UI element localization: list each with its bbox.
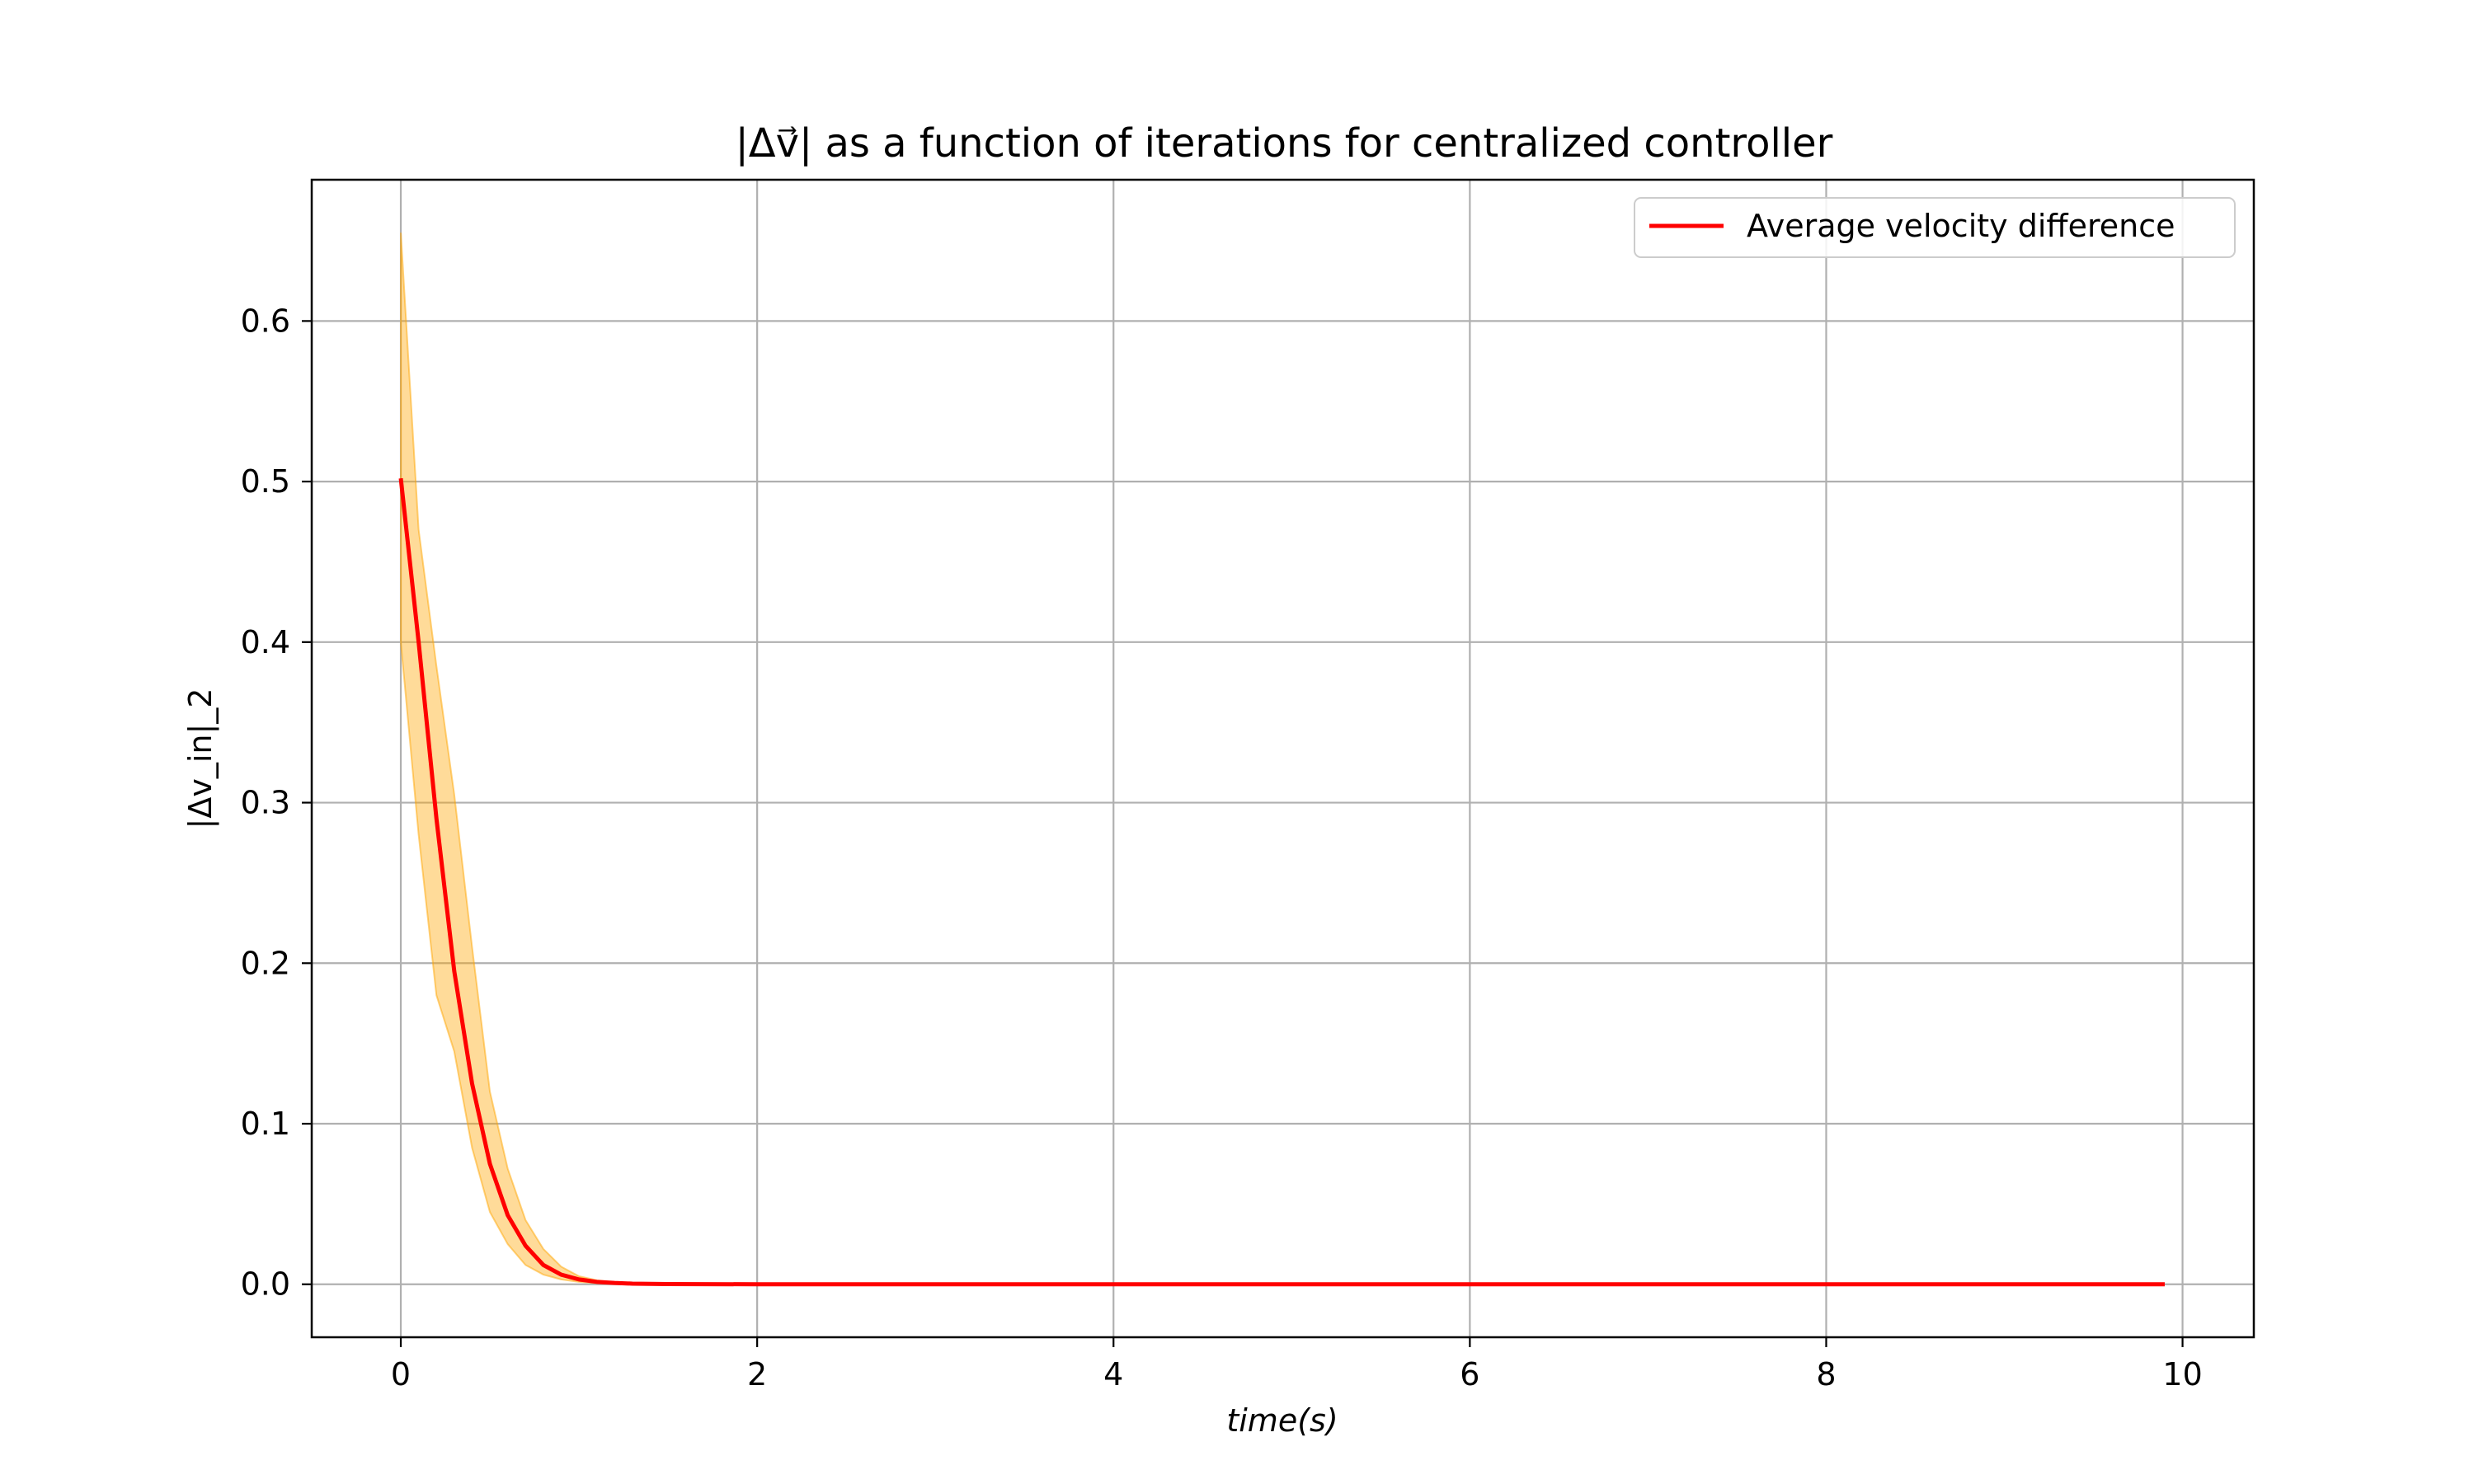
- x-tick-label: 10: [2162, 1356, 2202, 1392]
- y-tick-label: 0.6: [241, 303, 290, 339]
- legend-box: [1634, 197, 2236, 258]
- legend: Average velocity difference: [1634, 197, 2236, 258]
- plot-frame: [310, 178, 2255, 1339]
- y-tick-label: 0.5: [241, 463, 290, 500]
- y-tick-label: 0.3: [241, 785, 290, 821]
- x-tick-label: 0: [391, 1356, 411, 1392]
- x-tick-label: 4: [1103, 1356, 1123, 1392]
- y-tick-label: 0.2: [241, 945, 290, 981]
- x-tick-label: 6: [1460, 1356, 1479, 1392]
- series-line-average-velocity-difference: [398, 477, 2165, 1287]
- x-axis-label: time(s): [1226, 1402, 1338, 1439]
- legend-label: Average velocity difference: [1747, 208, 2175, 244]
- y-axis-label: |Δv_in|_2: [182, 688, 219, 829]
- y-tick-label: 0.0: [241, 1266, 290, 1303]
- y-tick-label: 0.1: [241, 1106, 290, 1142]
- x-tick-label: 2: [747, 1356, 767, 1392]
- y-tick-label: 0.4: [241, 624, 290, 660]
- chart-title: |Δv⃗| as a function of iterations for ce…: [736, 120, 1833, 167]
- x-axis-ticks: 0 2 4 6 8 10: [391, 1337, 2203, 1392]
- y-axis-ticks: 0.0 0.1 0.2 0.3 0.4 0.5 0.6: [241, 303, 312, 1303]
- x-tick-label: 8: [1816, 1356, 1836, 1392]
